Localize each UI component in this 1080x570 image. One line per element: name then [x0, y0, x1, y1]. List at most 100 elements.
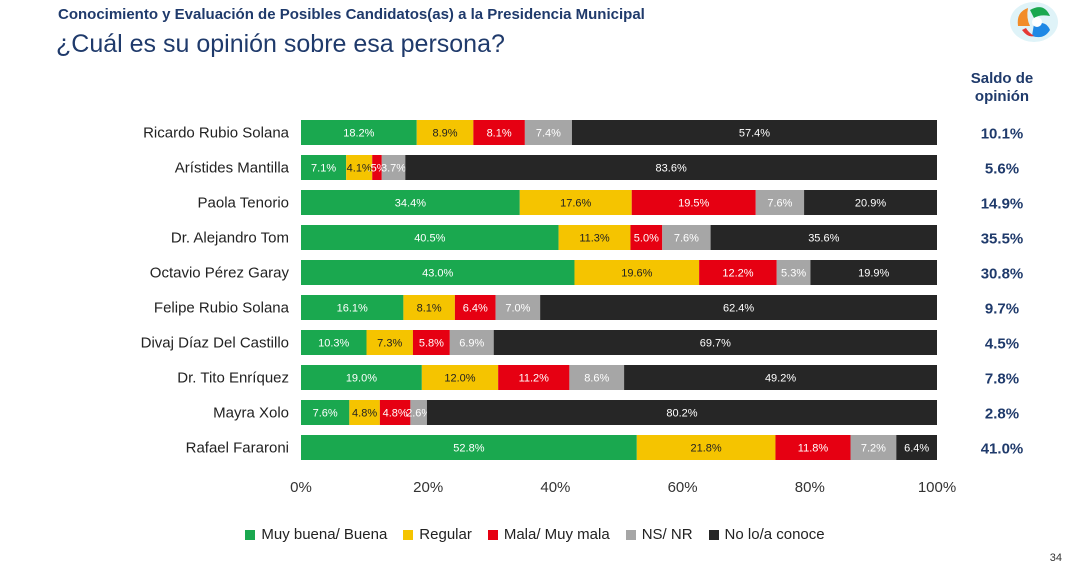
bar-segment	[372, 155, 382, 180]
data-label: 7.1%	[311, 163, 336, 175]
legend-label: Mala/ Muy mala	[503, 526, 610, 543]
category-label: Octavio Pérez Garay	[150, 265, 290, 282]
saldo-value: 10.1%	[981, 126, 1024, 143]
data-label: 4.1%	[347, 163, 372, 175]
legend-item: Muy buena/ Buena	[245, 526, 387, 543]
data-label: 20.9%	[855, 198, 886, 210]
bar-segment	[710, 225, 937, 250]
bar-segment	[410, 400, 427, 425]
data-label: 69.7%	[700, 338, 731, 350]
category-label: Divaj Díaz Del Castillo	[141, 335, 289, 352]
category-label: Arístides Mantilla	[175, 160, 290, 177]
x-tick-label: 100%	[918, 479, 956, 496]
x-tick-label: 80%	[795, 479, 825, 496]
bar-segment	[519, 190, 632, 215]
bar-segment	[804, 190, 937, 215]
bar-segment	[454, 295, 496, 320]
data-label: 34.4%	[395, 198, 426, 210]
legend-label: No lo/a conoce	[724, 526, 825, 543]
bar-segment	[301, 400, 350, 425]
data-label: 8.1%	[487, 128, 512, 140]
data-label: 5.8%	[419, 338, 444, 350]
x-tick-label: 20%	[413, 479, 443, 496]
bar-segment	[574, 260, 700, 285]
bar-segment	[301, 225, 559, 250]
bar-segment	[569, 365, 625, 390]
category-label: Dr. Tito Enríquez	[177, 370, 289, 387]
data-label: 35.6%	[808, 233, 839, 245]
data-label: 7.2%	[861, 443, 886, 455]
data-label: 7.6%	[767, 198, 792, 210]
data-label: 16.1%	[337, 303, 368, 315]
data-label: 2.6%	[406, 408, 431, 420]
x-tick-label: 40%	[540, 479, 570, 496]
bar-segment	[498, 365, 570, 390]
bar-segment	[662, 225, 711, 250]
data-label: 5.3%	[781, 268, 806, 280]
bar-segment	[301, 190, 520, 215]
legend-item: Regular	[403, 526, 472, 543]
bar-segment	[624, 365, 937, 390]
saldo-header-line1: Saldo de	[970, 70, 1034, 87]
x-tick-label: 0%	[290, 479, 312, 496]
legend-swatch	[245, 529, 256, 540]
bar-segment	[473, 120, 525, 145]
bar-segment	[775, 435, 851, 460]
data-label: 19.6%	[621, 268, 652, 280]
legend-item: Mala/ Muy mala	[487, 526, 610, 543]
bar-segment	[631, 190, 756, 215]
saldo-value: 4.5%	[985, 336, 1019, 353]
bar-segment	[495, 295, 541, 320]
data-label: 4.8%	[383, 408, 408, 420]
data-label: 19.0%	[346, 373, 377, 385]
legend-label: Regular	[419, 526, 472, 543]
page-number: 34	[1049, 552, 1062, 564]
bar-segment	[636, 435, 776, 460]
data-label: 40.5%	[414, 233, 445, 245]
bar-segment	[755, 190, 805, 215]
data-label: 12.0%	[444, 373, 475, 385]
data-label: 57.4%	[739, 128, 770, 140]
data-label: 17.6%	[560, 198, 591, 210]
bar-segment	[381, 155, 406, 180]
chart-title: ¿Cuál es su opinión sobre esa persona?	[56, 30, 505, 58]
bar-segment	[630, 225, 663, 250]
data-label: 11.2%	[519, 373, 550, 385]
bar-segment	[493, 330, 937, 355]
saldo-value: 5.6%	[985, 161, 1019, 178]
category-label: Mayra Xolo	[213, 405, 289, 422]
saldo-value: 14.9%	[981, 196, 1024, 213]
bar-segment	[850, 435, 897, 460]
chart-legend: Muy buena/ Buena Regular Mala/ Muy mala NS/…	[0, 526, 1080, 543]
data-label: 80.2%	[666, 408, 697, 420]
saldo-header-line2: opinión	[974, 88, 1030, 105]
data-label: 11.3%	[579, 233, 610, 245]
data-label: 7.6%	[674, 233, 699, 245]
data-label: 8.9%	[433, 128, 458, 140]
data-label: 5.0%	[634, 233, 659, 245]
brand-logo-icon	[1010, 2, 1058, 42]
bar-segment	[540, 295, 937, 320]
legend-item: No lo/a conoce	[708, 526, 825, 543]
data-label: 4.8%	[352, 408, 377, 420]
saldo-value: 30.8%	[981, 266, 1024, 283]
data-label: 6.4%	[463, 303, 488, 315]
x-tick-label: 60%	[668, 479, 698, 496]
saldo-value: 35.5%	[981, 231, 1024, 248]
bar-segment	[405, 155, 938, 180]
bar-segment	[810, 260, 937, 285]
category-label: Dr. Alejandro Tom	[171, 230, 289, 247]
legend-item: NS/ NR	[625, 526, 693, 543]
bar-segment	[301, 435, 637, 460]
legend-swatch	[487, 529, 498, 540]
bar-segment	[301, 155, 347, 180]
legend-label: Muy buena/ Buena	[261, 526, 388, 543]
bar-segment	[558, 225, 631, 250]
bar-segment	[524, 120, 572, 145]
data-label: 7.3%	[377, 338, 402, 350]
data-label: 18.2%	[343, 128, 374, 140]
bar-segment	[301, 330, 367, 355]
bar-segment	[366, 330, 413, 355]
data-label: 52.8%	[453, 443, 484, 455]
data-label: 7.0%	[505, 303, 530, 315]
